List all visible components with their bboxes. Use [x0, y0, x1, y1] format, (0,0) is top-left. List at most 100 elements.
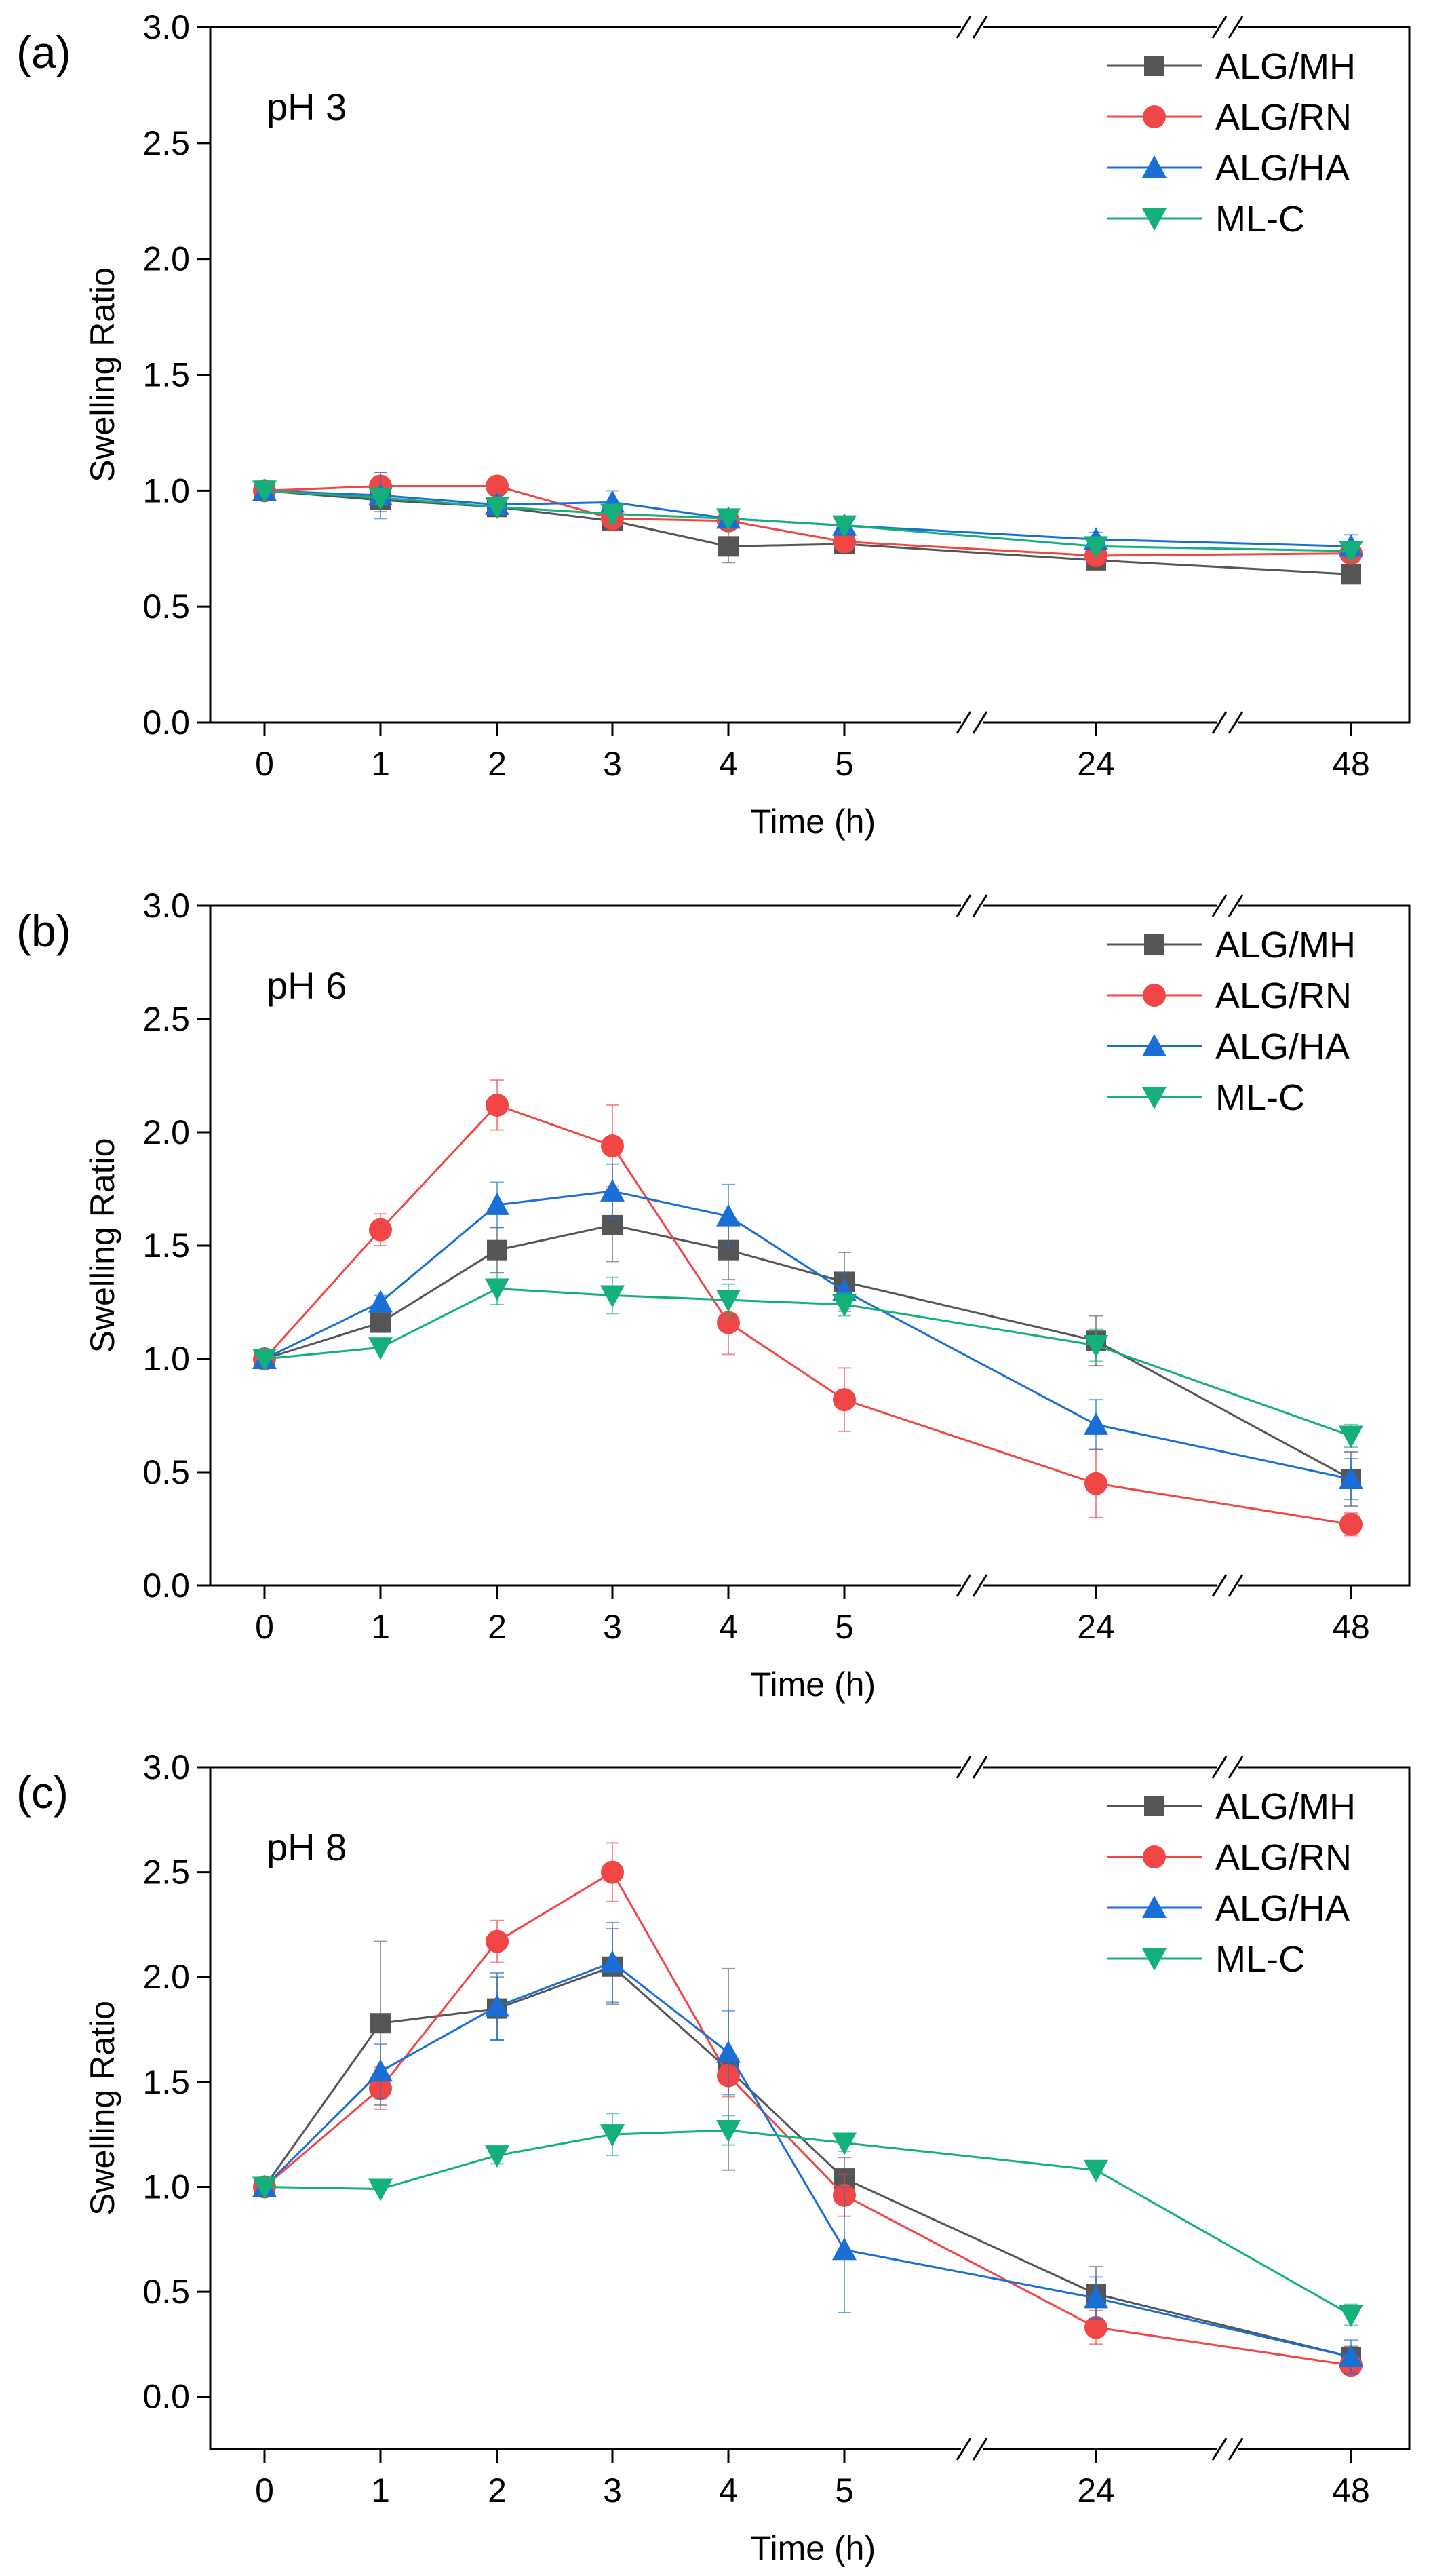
x-tick-label: 0 — [255, 1608, 274, 1646]
y-tick-label: 0.5 — [142, 2273, 190, 2311]
x-tick-label: 24 — [1077, 1608, 1115, 1646]
legend-marker — [1142, 208, 1167, 231]
y-tick-label: 2.0 — [142, 1958, 190, 1996]
x-tick-label: 2 — [488, 1608, 507, 1646]
data-point — [1339, 2305, 1363, 2328]
data-point — [1084, 1412, 1108, 1435]
x-tick-label: 48 — [1332, 745, 1370, 783]
series-line — [264, 1870, 1352, 2366]
x-axis-title: Time (h) — [751, 803, 876, 841]
panel-2: 0.0 0.5 1.0 1.5 2.0 2.5 3.0 0 1 2 3 4 5 24 48 Time (h) S… — [16, 1748, 1411, 2567]
data-point — [485, 2145, 509, 2168]
axis-break-mark — [972, 1756, 988, 1779]
axis-break-gap — [961, 1581, 983, 1590]
legend-marker — [1142, 1896, 1167, 1918]
data-point — [1339, 1512, 1363, 1536]
axis-break-mark — [1211, 1756, 1228, 1779]
data-point — [600, 503, 625, 526]
y-tick-label: 1.0 — [142, 2168, 190, 2206]
legend-label: ALG/HA — [1215, 1026, 1350, 1067]
series-line — [264, 2129, 1352, 2316]
y-tick-label: 2.5 — [142, 1000, 190, 1038]
series-line — [264, 485, 1352, 557]
x-tick-label: 1 — [371, 2472, 390, 2510]
panel-letter: (a) — [16, 27, 71, 77]
axis-break-gap — [961, 1763, 983, 1771]
panel-1: 0.0 0.5 1.0 1.5 2.0 2.5 3.0 0 1 2 3 4 5 24 48 Time (h) S… — [16, 887, 1411, 1704]
legend-label: ML-C — [1215, 1939, 1305, 1980]
y-tick-label: 2.5 — [142, 124, 190, 162]
x-tick-label: 4 — [719, 1608, 738, 1646]
series-line — [264, 489, 1352, 552]
axis-break-gap — [961, 2445, 983, 2453]
axis-break-gap — [1217, 2445, 1238, 2453]
x-tick-label: 24 — [1077, 2472, 1115, 2510]
data-point — [1084, 1334, 1108, 1358]
data-point — [1084, 2159, 1108, 2183]
legend: ALG/MH ALG/RN ALG/HA ML-C — [1107, 1786, 1356, 1980]
data-point — [485, 1192, 509, 1215]
data-point — [252, 1349, 277, 1371]
axis-break-mark — [1228, 1756, 1244, 1779]
series-line — [264, 489, 1352, 547]
axis-break-gap — [1217, 1763, 1238, 1771]
data-point — [717, 1311, 740, 1334]
y-tick-label: 2.5 — [142, 1853, 190, 1891]
data-point — [716, 2040, 741, 2063]
x-tick-label: 0 — [255, 745, 274, 783]
x-tick-label: 2 — [488, 745, 507, 783]
x-tick-label: 0 — [255, 2472, 274, 2510]
y-axis-title: Swelling Ratio — [83, 2001, 121, 2216]
data-point — [370, 1312, 391, 1333]
data-point — [368, 1337, 393, 1360]
data-point — [1084, 2315, 1107, 2339]
series-line — [264, 1224, 1352, 1480]
legend-marker — [1144, 1796, 1164, 1816]
legend: ALG/MH ALG/RN ALG/HA ML-C — [1107, 46, 1356, 239]
x-tick-label: 48 — [1332, 1608, 1370, 1646]
legend: ALG/MH ALG/RN ALG/HA ML-C — [1107, 925, 1356, 1118]
axis-break-gap — [961, 902, 983, 910]
data-point — [716, 1290, 741, 1313]
axis-break-gap — [1217, 23, 1238, 31]
data-point — [1339, 1467, 1363, 1490]
y-axis-title: Swelling Ratio — [83, 267, 121, 482]
data-point — [601, 1134, 624, 1158]
axis-break-gap — [961, 718, 983, 727]
data-point — [486, 474, 509, 498]
y-tick-label: 0.5 — [142, 588, 190, 626]
x-tick-label: 48 — [1332, 2472, 1370, 2510]
series-3 — [252, 480, 1363, 564]
x-axis-title: Time (h) — [751, 1666, 876, 1704]
data-point — [1339, 541, 1363, 564]
x-tick-label: 3 — [603, 2472, 622, 2510]
series-line — [263, 1961, 1352, 2358]
axis-break-mark — [956, 711, 972, 734]
series-2 — [252, 1921, 1363, 2375]
legend-marker — [1143, 105, 1166, 128]
series-0 — [254, 1188, 1361, 1507]
series-line — [264, 489, 1352, 575]
legend-label: ALG/HA — [1215, 148, 1350, 189]
legend-marker — [1142, 1948, 1167, 1971]
x-tick-label: 4 — [719, 2472, 738, 2510]
axis-break-gap — [1217, 902, 1238, 910]
data-point — [485, 497, 509, 520]
legend-marker — [1143, 984, 1166, 1007]
axis-break-mark — [972, 2438, 988, 2461]
legend-label: ALG/RN — [1215, 976, 1352, 1016]
axis-break-mark — [1228, 2438, 1244, 2461]
data-point — [252, 2176, 277, 2199]
series-1 — [253, 1079, 1363, 1537]
legend-marker — [1144, 934, 1164, 955]
data-point — [833, 530, 856, 554]
data-point — [368, 2178, 393, 2202]
axis-break-mark — [972, 1574, 988, 1597]
ph-annotation: pH 8 — [267, 1826, 347, 1868]
axis-break-mark — [956, 1756, 972, 1779]
legend-marker — [1142, 1087, 1167, 1109]
data-point — [1084, 2286, 1108, 2309]
series-line — [264, 1287, 1352, 1437]
axis-break-mark — [972, 711, 988, 734]
x-tick-label: 1 — [371, 745, 390, 783]
